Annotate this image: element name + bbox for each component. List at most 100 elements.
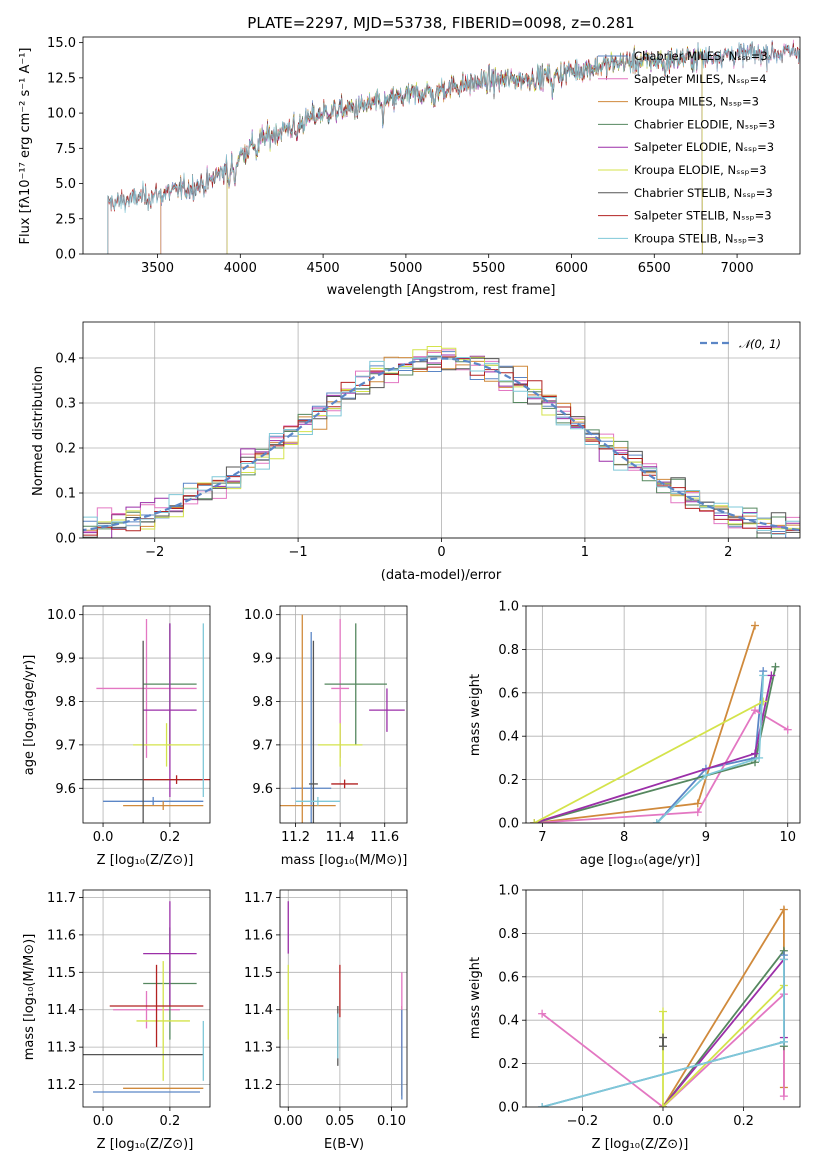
mass-weight-marker	[759, 671, 768, 680]
x-tick-label: 11.2	[281, 830, 310, 845]
residuals-ylabel: Normed distribution	[31, 366, 46, 496]
mass-weight-marker	[659, 1042, 667, 1051]
error-bar-point	[136, 961, 190, 1081]
age-vs-mass-panel: mass [log₁₀(M/M⊙)] 11.2 11.4 11.6 9.6 9.7 9.8…	[244, 605, 408, 868]
plot-area	[83, 346, 800, 538]
x-tick-label: 7	[538, 830, 546, 845]
axes-frame	[82, 889, 211, 1108]
error-bar-point	[103, 796, 204, 806]
y-tick-label: 0.0	[55, 532, 76, 547]
x-tick-label: 0.05	[325, 1114, 354, 1129]
y-tick-label: 9.8	[55, 695, 76, 710]
y-tick-label: 11.7	[244, 891, 273, 906]
mass-weight-marker	[771, 662, 780, 671]
y-tick-label: 11.2	[47, 1078, 76, 1093]
x-tick-label: 0.2	[160, 830, 181, 845]
axes-frame	[279, 889, 408, 1108]
legend-label: Chabrier ELODIE, Nₛₛₚ=3	[634, 117, 775, 131]
error-bar-point	[324, 623, 387, 745]
y-tick-label: 12.5	[47, 71, 76, 86]
x-tick-label: 7000	[721, 261, 754, 276]
spectrum-ylabel: Flux [fλ10⁻¹⁷ erg cm⁻² s⁻¹ A⁻¹]	[18, 48, 33, 245]
x-tick-label: 11.6	[370, 830, 399, 845]
y-tick-label: 0.4	[498, 730, 519, 745]
error-bar-point	[96, 619, 197, 758]
axes-frame	[82, 321, 801, 539]
plot-area	[83, 619, 210, 823]
mass-weight-marker	[701, 771, 710, 780]
residual-histogram	[83, 356, 800, 536]
mass-weight-marker	[751, 749, 760, 758]
error-bar-point	[143, 775, 210, 784]
spectrum-series-line	[226, 45, 703, 254]
y-tick-label: 11.6	[244, 928, 273, 943]
mass-weight-marker	[659, 1103, 667, 1107]
x-tick-label: 0.0	[93, 830, 114, 845]
y-tick-label: 10.0	[47, 107, 76, 122]
spectrum-series-line	[160, 44, 703, 254]
y-tick-label: 9.8	[252, 695, 273, 710]
x-tick-label: 0.2	[160, 1114, 181, 1129]
y-tick-label: 11.5	[47, 966, 76, 981]
legend-label: Salpeter STELIB, Nₛₛₚ=3	[634, 209, 772, 223]
mass-weight-marker	[779, 905, 788, 914]
x-tick-label: −1	[289, 545, 308, 560]
mass-weight-line	[662, 906, 785, 1107]
x-tick-label: 6500	[638, 261, 671, 276]
mass-vs-z-panel: Z [log₁₀(Z/Z⊙)] mass [log₁₀(M/M⊙)] 0.0 0.…	[22, 889, 211, 1152]
y-tick-label: 0.4	[498, 1014, 519, 1029]
x-tick-label: 0.10	[377, 1114, 406, 1129]
y-tick-label: 11.6	[47, 928, 76, 943]
spectrum-xlabel: wavelength [Angstrom, rest frame]	[327, 283, 556, 298]
y-tick-label: 15.0	[47, 36, 76, 51]
y-tick-label: 0.8	[498, 927, 519, 942]
spectrum-panel: PLATE=2297, MJD=53738, FIBERID=0098, z=0…	[18, 14, 801, 298]
mass-weight-marker	[767, 671, 776, 680]
mass-weight-marker	[538, 1103, 547, 1107]
x-tick-label: 1	[581, 545, 589, 560]
x-tick-label: 0.0	[653, 1114, 674, 1129]
y-tick-label: 7.5	[55, 142, 76, 157]
mass-weight-marker	[659, 1033, 667, 1042]
error-bar-point	[113, 991, 180, 1029]
mass-weight-marker	[759, 697, 768, 706]
y-tick-label: 0.2	[498, 1057, 519, 1072]
y-tick-label: 11.2	[244, 1078, 273, 1093]
massweight-vs-age-ylabel: mass weight	[468, 674, 483, 756]
legend-label: Salpeter ELODIE, Nₛₛₚ=3	[634, 140, 774, 154]
mass-weight-line	[656, 675, 765, 823]
axes-frame	[82, 36, 801, 255]
age-vs-mass-xlabel: mass [log₁₀(M/M⊙)]	[281, 853, 408, 868]
y-tick-label: 0.4	[55, 352, 76, 367]
y-tick-label: 11.5	[244, 966, 273, 981]
massweight-vs-age-xlabel: age [log₁₀(age/yr)]	[580, 853, 701, 868]
legend-label: Kroupa ELODIE, Nₛₛₚ=3	[634, 163, 767, 177]
gaussian-curve	[83, 357, 800, 532]
mass-weight-marker	[755, 753, 764, 762]
error-bar-point	[295, 796, 341, 806]
massweight-vs-z-panel: Z [log₁₀(Z/Z⊙)] mass weight −0.2 0.0 0.2 0.…	[468, 884, 801, 1152]
y-tick-label: 0.2	[498, 773, 519, 788]
y-tick-label: 10.0	[47, 608, 76, 623]
y-tick-label: 0.6	[498, 970, 519, 985]
age-vs-z-xlabel: Z [log₁₀(Z/Z⊙)]	[97, 853, 194, 868]
x-tick-label: 0.0	[93, 1114, 114, 1129]
error-bar-point	[308, 640, 318, 823]
plot-area	[280, 614, 405, 823]
x-tick-label: 2	[724, 545, 732, 560]
x-tick-label: 0.00	[274, 1114, 303, 1129]
massweight-vs-z-ylabel: mass weight	[468, 957, 483, 1039]
axes-frame	[525, 605, 801, 824]
error-bar-point	[143, 623, 197, 797]
spectrum-series-line	[226, 44, 703, 254]
y-tick-label: 2.5	[55, 212, 76, 227]
y-tick-label: 1.0	[498, 600, 519, 615]
mass-weight-marker	[538, 1009, 547, 1018]
legend-label: Kroupa STELIB, Nₛₛₚ=3	[634, 231, 764, 245]
spectrum-title: PLATE=2297, MJD=53738, FIBERID=0098, z=0…	[247, 14, 634, 32]
legend-label: 𝒩(0, 1)	[739, 337, 781, 351]
y-tick-label: 10.0	[244, 608, 273, 623]
x-tick-label: 5000	[389, 261, 422, 276]
axes-frame	[525, 889, 801, 1108]
x-tick-label: 11.4	[326, 830, 355, 845]
